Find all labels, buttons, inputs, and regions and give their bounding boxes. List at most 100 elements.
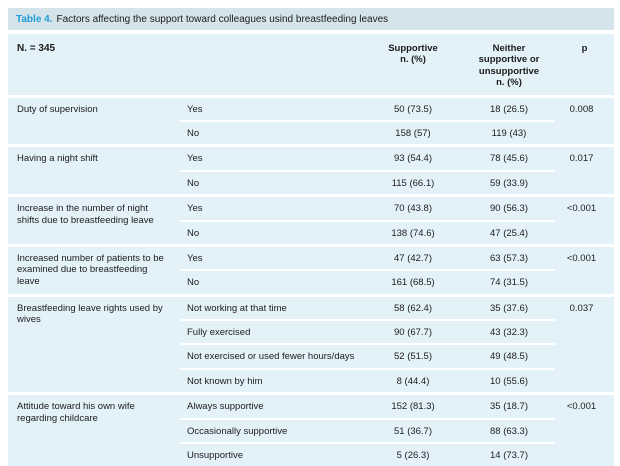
p-value	[555, 220, 614, 244]
table-section: Increased number of patients to be exami…	[8, 243, 614, 294]
table-section: Attitude toward his own wife regarding c…	[8, 392, 614, 466]
column-header-neither: Neither supportive or unsupportive n. (%…	[478, 43, 540, 89]
neither-value: 78 (45.6)	[489, 153, 529, 165]
neither-value: 14 (73.7)	[463, 442, 555, 466]
table-row: No 138 (74.6) 47 (25.4)	[180, 219, 614, 244]
choice-label: No	[180, 169, 363, 194]
table-row: Yes 50 (73.5) 18 (26.5) 0.008	[180, 98, 614, 120]
supportive-value: 70 (43.8)	[393, 203, 433, 215]
header-spacer	[180, 43, 363, 89]
table-row: Yes 70 (43.8) 90 (56.3) <0.001	[180, 197, 614, 219]
table-row: No 158 (57) 119 (43)	[180, 119, 614, 144]
neither-value: 63 (57.3)	[489, 252, 529, 264]
choice-label: No	[180, 219, 363, 244]
table-row: Yes 47 (42.7) 63 (57.3) <0.001	[180, 247, 614, 269]
choice-label: Yes	[187, 153, 203, 165]
neither-value: 47 (25.4)	[463, 219, 555, 244]
factor-label: Having a night shift	[17, 153, 98, 165]
supportive-value: 47 (42.7)	[393, 252, 433, 264]
table-section: Breastfeeding leave rights used by wives…	[8, 293, 614, 393]
choice-label: No	[180, 119, 363, 144]
section-rows: Yes 47 (42.7) 63 (57.3) <0.001 No 161 (6…	[180, 247, 614, 294]
factor-label: Increased number of patients to be exami…	[17, 252, 164, 287]
table-figure: Table 4. Factors affecting the support t…	[8, 8, 614, 466]
table-row: Not known by him 8 (44.4) 10 (55.6)	[180, 367, 614, 392]
table-caption-text: Factors affecting the support toward col…	[56, 13, 389, 25]
p-value: 0.008	[569, 103, 594, 115]
supportive-value: 161 (68.5)	[363, 269, 463, 293]
p-value: 0.037	[569, 302, 594, 314]
choice-label: Not exercised or used fewer hours/days	[180, 343, 363, 367]
neither-value: 43 (32.3)	[463, 319, 555, 343]
choice-label: Not known by him	[180, 367, 363, 392]
neither-value: 18 (26.5)	[489, 103, 529, 115]
supportive-value: 58 (62.4)	[393, 302, 433, 314]
table-row: No 115 (66.1) 59 (33.9)	[180, 169, 614, 194]
column-header-p: p	[581, 43, 588, 54]
table-section: Having a night shift Yes 93 (54.4) 78 (4…	[8, 144, 614, 194]
factor-label: Increase in the number of night shifts d…	[17, 203, 154, 226]
table-row: Always supportive 152 (81.3) 35 (18.7) <…	[180, 395, 614, 417]
p-value	[555, 170, 614, 194]
table-number-label: Table 4.	[16, 13, 53, 25]
choice-label: Not working at that time	[187, 302, 287, 314]
table-row: Occasionally supportive 51 (36.7) 88 (63…	[180, 417, 614, 442]
neither-value: 49 (48.5)	[463, 343, 555, 367]
choice-label: Yes	[187, 203, 203, 215]
supportive-value: 50 (73.5)	[393, 103, 433, 115]
section-rows: Yes 93 (54.4) 78 (45.6) 0.017 No 115 (66…	[180, 147, 614, 194]
table-section: Duty of supervision Yes 50 (73.5) 18 (26…	[8, 98, 614, 145]
table-row: No 161 (68.5) 74 (31.5)	[180, 269, 614, 293]
supportive-value: 158 (57)	[363, 119, 463, 144]
section-rows: Always supportive 152 (81.3) 35 (18.7) <…	[180, 395, 614, 466]
supportive-value: 8 (44.4)	[363, 367, 463, 392]
supportive-value: 52 (51.5)	[363, 343, 463, 367]
table-row: Not exercised or used fewer hours/days 5…	[180, 343, 614, 367]
neither-value: 35 (37.6)	[489, 302, 529, 314]
p-value	[555, 120, 614, 144]
table-row: Not working at that time 58 (62.4) 35 (3…	[180, 297, 614, 319]
supportive-value: 138 (74.6)	[363, 219, 463, 244]
supportive-value: 51 (36.7)	[363, 417, 463, 442]
choice-label: Yes	[187, 252, 203, 264]
supportive-value: 90 (67.7)	[363, 319, 463, 343]
neither-value: 88 (63.3)	[463, 417, 555, 442]
table-row: Unsupportive 5 (26.3) 14 (73.7)	[180, 442, 614, 466]
sample-size-label: N. = 345	[17, 43, 56, 54]
p-value	[555, 343, 614, 367]
section-rows: Yes 50 (73.5) 18 (26.5) 0.008 No 158 (57…	[180, 98, 614, 145]
section-rows: Not working at that time 58 (62.4) 35 (3…	[180, 297, 614, 393]
supportive-value: 5 (26.3)	[363, 442, 463, 466]
p-value: <0.001	[566, 203, 597, 215]
choice-label: Occasionally supportive	[180, 417, 363, 442]
p-value: 0.017	[569, 153, 594, 165]
choice-label: No	[180, 269, 363, 293]
neither-value: 119 (43)	[463, 119, 555, 144]
supportive-value: 115 (66.1)	[363, 169, 463, 194]
supportive-value: 152 (81.3)	[391, 401, 435, 413]
choice-label: Fully exercised	[180, 319, 363, 343]
data-table: N. = 345 Supportive n. (%) Neither suppo…	[8, 34, 614, 466]
column-header-supportive: Supportive n. (%)	[388, 43, 438, 66]
p-value: <0.001	[566, 252, 597, 264]
table-header-row: N. = 345 Supportive n. (%) Neither suppo…	[8, 34, 614, 98]
p-value	[555, 319, 614, 343]
table-row: Fully exercised 90 (67.7) 43 (32.3)	[180, 319, 614, 343]
choice-label: Always supportive	[187, 401, 264, 413]
factor-label: Duty of supervision	[17, 103, 98, 115]
neither-value: 35 (18.7)	[489, 401, 529, 413]
p-value	[555, 269, 614, 293]
supportive-value: 93 (54.4)	[393, 153, 433, 165]
factor-label: Breastfeeding leave rights used by wives	[17, 302, 163, 326]
choice-label: Yes	[187, 103, 203, 115]
neither-value: 10 (55.6)	[463, 367, 555, 392]
p-value	[555, 418, 614, 442]
p-value: <0.001	[566, 401, 597, 413]
section-rows: Yes 70 (43.8) 90 (56.3) <0.001 No 138 (7…	[180, 197, 614, 244]
choice-label: Unsupportive	[180, 442, 363, 466]
factor-label: Attitude toward his own wife regarding c…	[17, 401, 135, 424]
p-value	[555, 442, 614, 466]
neither-value: 74 (31.5)	[463, 269, 555, 293]
table-row: Yes 93 (54.4) 78 (45.6) 0.017	[180, 147, 614, 169]
table-section: Increase in the number of night shifts d…	[8, 194, 614, 244]
